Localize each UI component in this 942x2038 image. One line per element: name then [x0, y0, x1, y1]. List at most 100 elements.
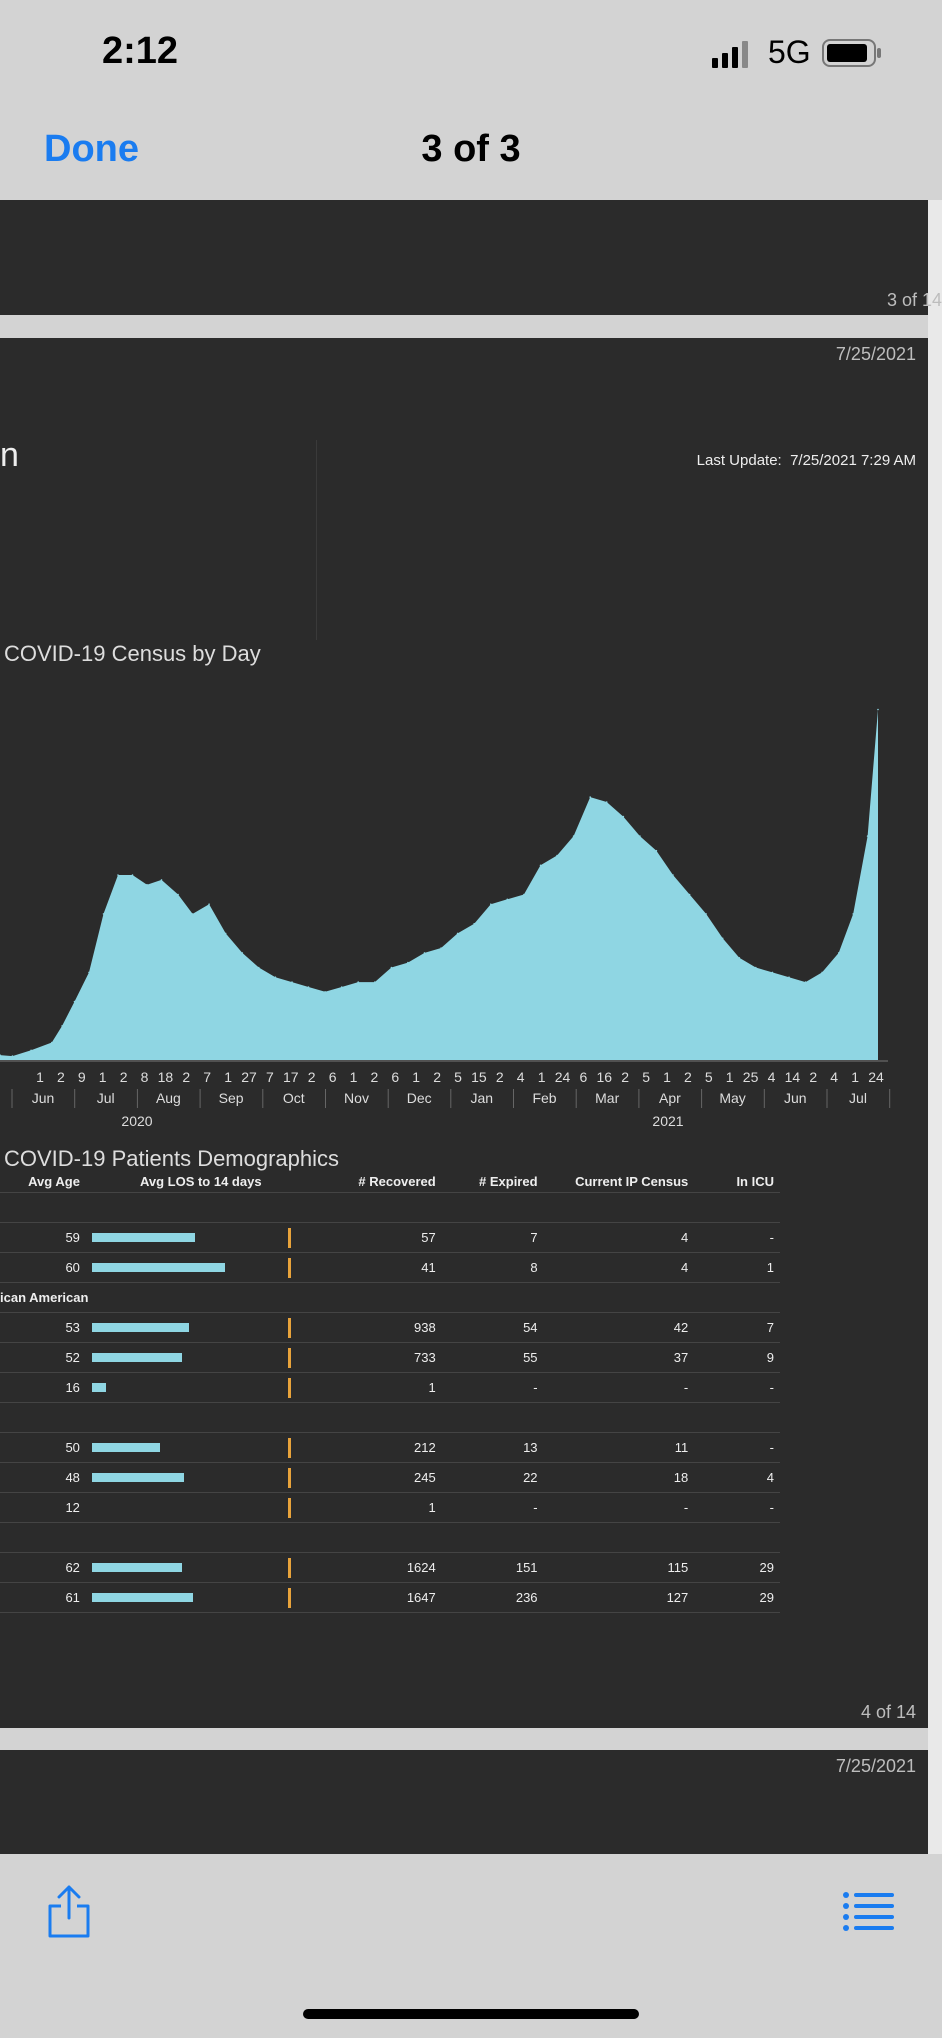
avg-los-bar: [91, 1443, 160, 1452]
x-day-tick-label: 6: [329, 1069, 337, 1085]
table-group-row: [0, 1192, 780, 1223]
x-day-tick-label: 1: [538, 1069, 546, 1085]
x-year-label: 2020: [121, 1113, 152, 1129]
x-year-label: 2021: [652, 1113, 683, 1129]
census-data-point: [340, 986, 343, 988]
census-data-point: [639, 835, 641, 837]
avg-los-bar: [91, 1563, 182, 1572]
avg-los-bar: [91, 1263, 225, 1272]
x-month-label: Jul: [97, 1090, 115, 1106]
expired-cell: 236: [441, 1582, 544, 1613]
recovered-cell: 1647: [315, 1582, 442, 1613]
x-month-label: Aug: [156, 1090, 181, 1106]
icu-cell: -: [694, 1222, 780, 1253]
table-group-row: ican American: [0, 1282, 780, 1313]
icu-cell: 1: [694, 1252, 780, 1283]
x-day-tick-label: 4: [768, 1069, 776, 1085]
x-year-labels: 2020 2021: [121, 1113, 683, 1129]
x-month-label: Nov: [344, 1090, 369, 1106]
table-row: 60 41 8 4 1: [0, 1252, 780, 1283]
census-cell: 127: [543, 1582, 695, 1613]
x-day-tick-label: 25: [743, 1069, 759, 1085]
x-day-tick-label: 2: [809, 1069, 817, 1085]
avg-age-cell: 61: [0, 1582, 86, 1613]
x-day-tick-label: 18: [158, 1069, 174, 1085]
expired-cell: 8: [441, 1252, 544, 1283]
x-month-labels: Jun Jul Aug Sep Oct Nov Dec Jan Feb Mar Apr May Jun J…: [11, 1089, 891, 1108]
census-cell: 4: [543, 1252, 695, 1283]
column-header: Avg Age: [0, 1170, 86, 1193]
expired-cell: 54: [441, 1312, 544, 1343]
x-day-tick-label: 17: [283, 1069, 299, 1085]
x-month-label: May: [719, 1090, 745, 1106]
x-day-ticks: 1 2 9 1 2 8 18 2 7 1 27 7 17 2 6 1 2 6 1 2 5 15 2 4 1 24 6 16 2 5 1 2 5 1…: [36, 1069, 884, 1085]
census-data-point: [160, 879, 163, 881]
avg-age-cell: 62: [0, 1552, 86, 1583]
census-data-point: [688, 893, 691, 896]
icu-cell: 29: [694, 1582, 780, 1613]
los-target-marker: [287, 1557, 291, 1578]
census-cell: 42: [543, 1312, 695, 1343]
x-month-label: Jan: [471, 1090, 494, 1106]
census-data-point: [131, 874, 134, 876]
los-target-marker: [287, 1467, 291, 1488]
expired-cell: 7: [441, 1222, 544, 1253]
column-header: # Recovered: [315, 1170, 442, 1193]
census-data-point: [407, 961, 409, 964]
icu-cell: -: [694, 1432, 780, 1463]
census-data-point: [423, 952, 426, 954]
census-data-point: [307, 986, 310, 988]
group-label: [0, 1522, 780, 1553]
chart-title: COVID-19 Census by Day: [4, 641, 261, 666]
avg-los-cell: [85, 1462, 316, 1493]
census-data-point: [191, 913, 194, 915]
census-data-point: [117, 874, 119, 876]
los-target-marker: [287, 1437, 291, 1458]
x-day-tick-label: 2: [621, 1069, 629, 1085]
page-title: n: [0, 436, 19, 474]
home-indicator: [303, 2009, 639, 2019]
column-header: In ICU: [694, 1170, 780, 1193]
census-data-point: [804, 981, 807, 983]
share-icon[interactable]: [46, 1884, 92, 1940]
x-day-tick-label: 9: [78, 1069, 86, 1085]
avg-los-cell: [85, 1552, 316, 1583]
avg-los-cell: [85, 1222, 316, 1253]
icu-cell: -: [694, 1372, 780, 1403]
census-data-point: [456, 932, 459, 935]
census-data-point: [490, 903, 492, 905]
census-cell: -: [543, 1492, 695, 1523]
x-day-tick-label: 1: [851, 1069, 859, 1085]
census-cell: -: [543, 1372, 695, 1403]
avg-age-cell: 53: [0, 1312, 86, 1343]
census-data-point: [506, 898, 509, 901]
icu-cell: 9: [694, 1342, 780, 1373]
recovered-cell: 212: [315, 1432, 442, 1463]
x-day-tick-label: 15: [471, 1069, 487, 1085]
census-data-point: [73, 1000, 76, 1003]
x-day-tick-label: 27: [241, 1069, 257, 1085]
census-data-point: [357, 981, 360, 983]
x-month-label: Jul: [849, 1090, 867, 1106]
x-day-tick-label: 1: [726, 1069, 734, 1085]
table-row: 50 212 13 11-: [0, 1432, 780, 1463]
avg-los-cell: [85, 1312, 316, 1343]
x-day-tick-label: 24: [555, 1069, 571, 1085]
recovered-cell: 733: [315, 1342, 442, 1373]
x-month-label: Jun: [784, 1090, 807, 1106]
x-day-tick-label: 6: [580, 1069, 588, 1085]
x-month-label: Dec: [407, 1090, 432, 1106]
census-area-series: [0, 709, 878, 1060]
avg-los-bar: [91, 1353, 182, 1362]
done-button[interactable]: Done: [44, 128, 139, 170]
chart-plot-area: [0, 708, 888, 1062]
last-update: Last Update: 7/25/2021 7:29 AM: [0, 452, 916, 469]
expired-cell: 13: [441, 1432, 544, 1463]
x-month-label: Jun: [32, 1090, 55, 1106]
census-cell: 37: [543, 1342, 695, 1373]
x-day-tick-label: 7: [203, 1069, 211, 1085]
list-icon[interactable]: [842, 1890, 894, 1932]
x-day-tick-label: 2: [371, 1069, 379, 1085]
x-day-tick-label: 24: [868, 1069, 884, 1085]
census-data-point: [788, 976, 790, 978]
